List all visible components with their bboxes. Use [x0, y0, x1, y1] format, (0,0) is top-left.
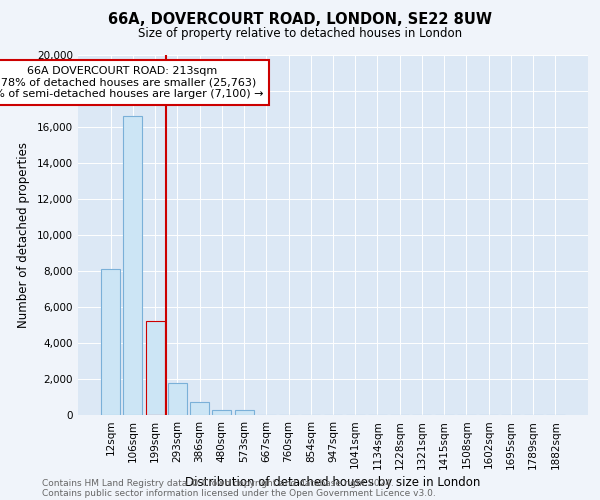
Bar: [235, 410, 254, 415]
Text: 66A DOVERCOURT ROAD: 213sqm
← 78% of detached houses are smaller (25,763)
22% of: 66A DOVERCOURT ROAD: 213sqm ← 78% of det…: [0, 66, 263, 99]
Bar: [212, 410, 231, 415]
Bar: [168, 382, 187, 415]
X-axis label: Distribution of detached houses by size in London: Distribution of detached houses by size …: [185, 476, 481, 488]
Text: Contains public sector information licensed under the Open Government Licence v3: Contains public sector information licen…: [42, 488, 436, 498]
Text: Size of property relative to detached houses in London: Size of property relative to detached ho…: [138, 28, 462, 40]
Bar: [124, 116, 142, 415]
Y-axis label: Number of detached properties: Number of detached properties: [17, 142, 30, 328]
Bar: [146, 322, 164, 415]
Text: Contains HM Land Registry data © Crown copyright and database right 2024.: Contains HM Land Registry data © Crown c…: [42, 478, 394, 488]
Bar: [101, 269, 120, 415]
Bar: [190, 402, 209, 415]
Text: 66A, DOVERCOURT ROAD, LONDON, SE22 8UW: 66A, DOVERCOURT ROAD, LONDON, SE22 8UW: [108, 12, 492, 28]
